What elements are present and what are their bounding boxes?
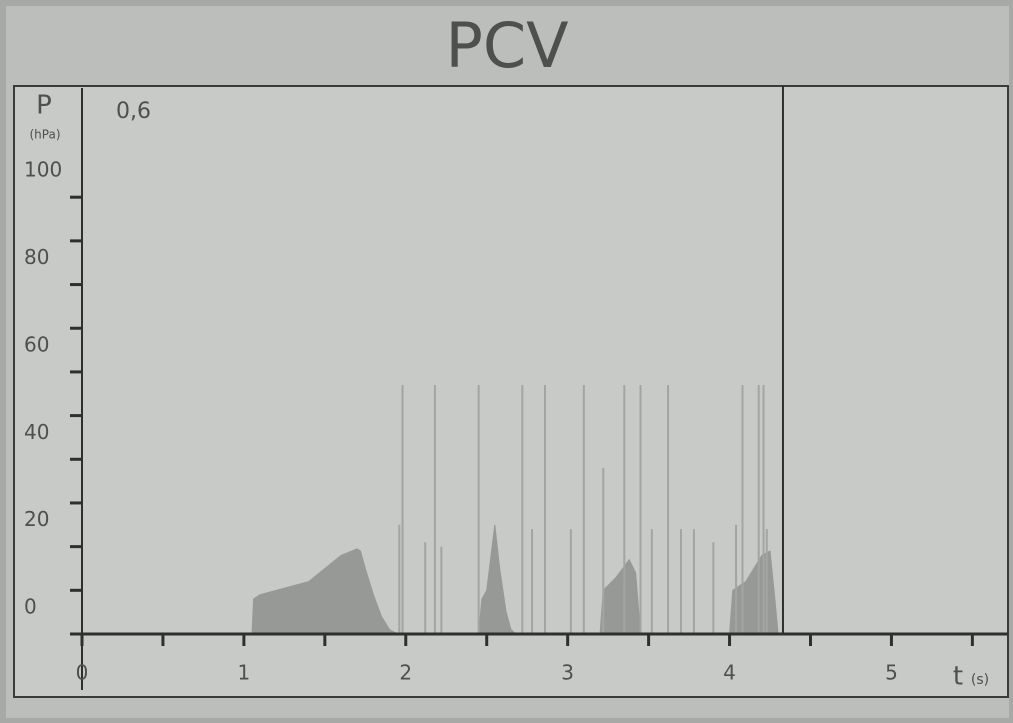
- x-tick-label: 5: [885, 661, 898, 685]
- y-tick-label: 100: [24, 158, 62, 182]
- plot-frame: [13, 85, 1009, 698]
- x-tick-label: 3: [561, 661, 574, 685]
- y-tick-label: 40: [24, 420, 49, 444]
- mode-title: PCV: [445, 9, 568, 82]
- y-tick-label: 60: [24, 332, 49, 356]
- x-tick-label: 2: [399, 661, 412, 685]
- x-tick-label: 1: [238, 661, 251, 685]
- y-label: P: [36, 91, 52, 121]
- y-tick-label: 0: [24, 595, 37, 619]
- x-label: t: [953, 662, 963, 692]
- annotation: 0,6: [116, 99, 151, 124]
- y-tick-label: 20: [24, 507, 49, 531]
- pressure-area: [251, 548, 398, 635]
- y-unit: (hPa): [29, 128, 60, 142]
- y-tick-label: 80: [24, 245, 49, 269]
- x-tick-label: 4: [723, 661, 736, 685]
- x-unit: (s): [971, 672, 989, 688]
- x-tick-label: 0: [76, 661, 89, 685]
